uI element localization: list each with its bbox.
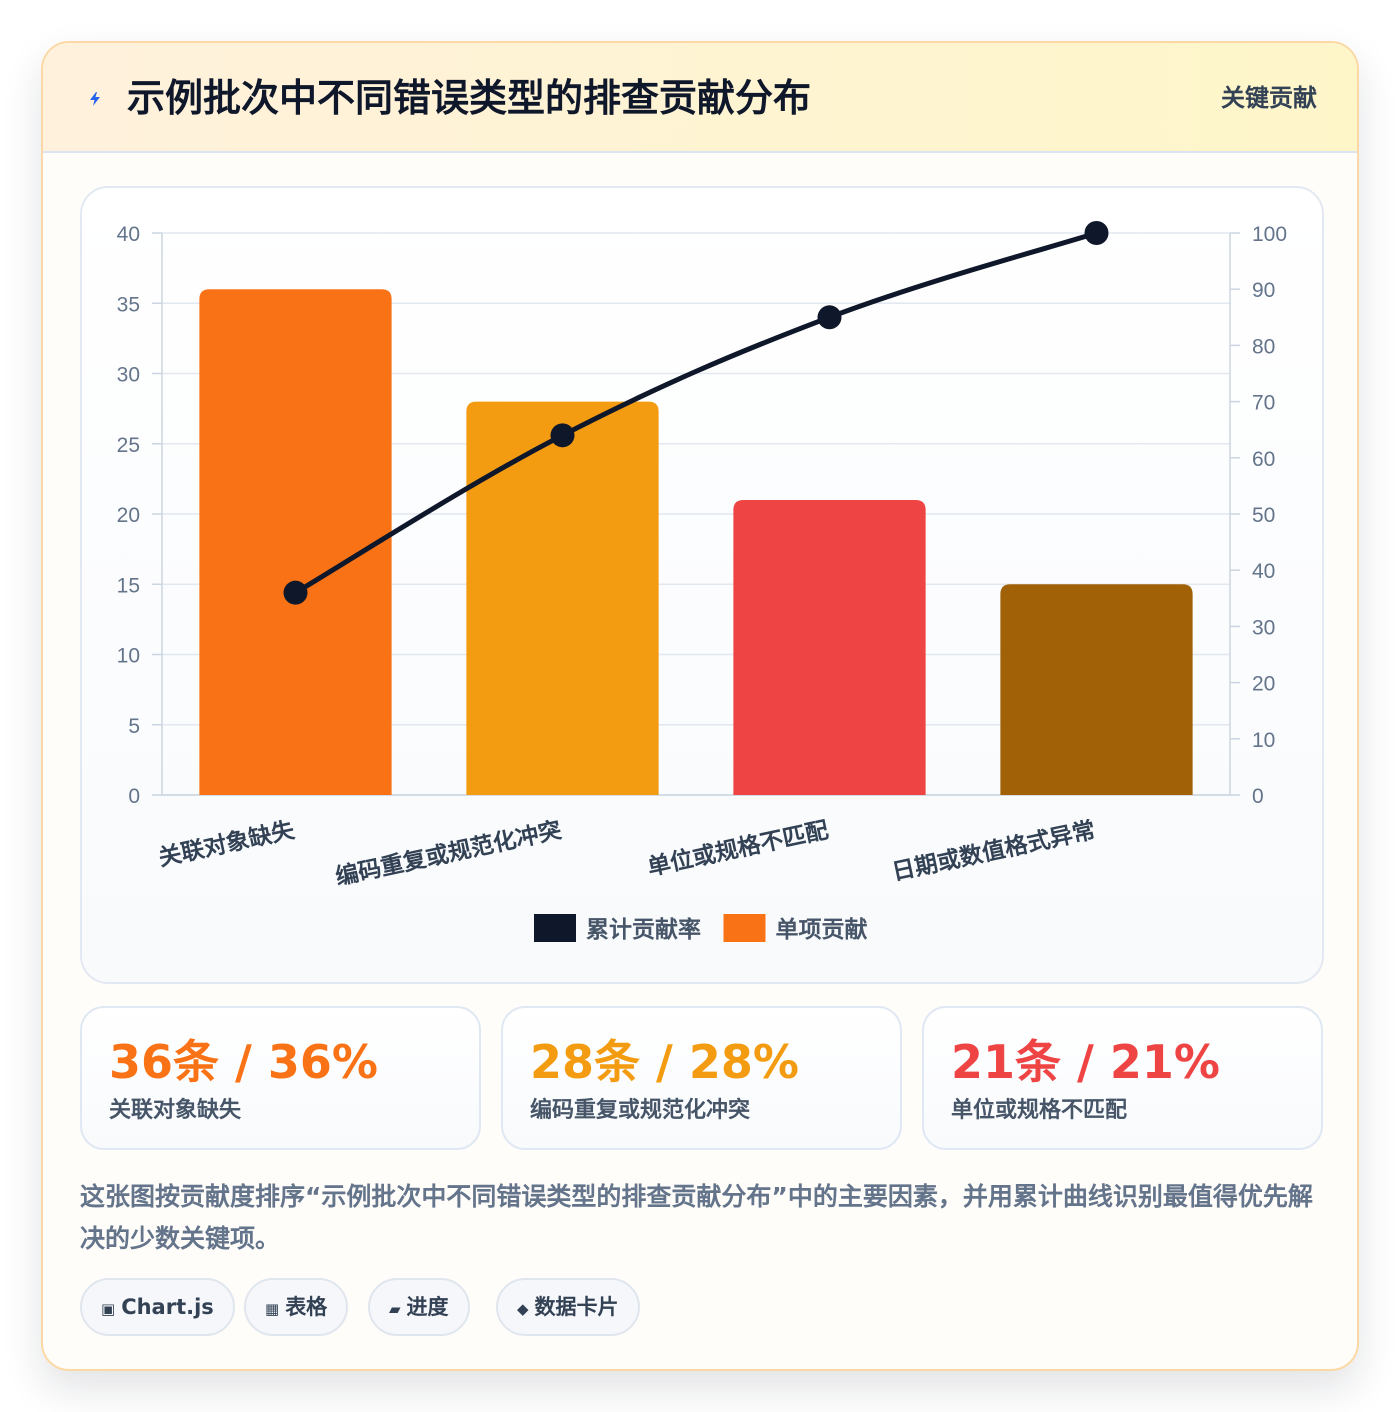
chart-description: 这张图按贡献度排序“示例批次中不同错误类型的排查贡献分布”中的主要因素，并用累计…: [80, 1182, 1313, 1253]
stat-card-3: 21条 / 21% 单位或规格不匹配: [922, 1006, 1323, 1150]
y-left-tick-label: 15: [117, 574, 140, 597]
page-title: 示例批次中不同错误类型的排查贡献分布: [127, 76, 812, 120]
y-right-tick-label: 60: [1252, 448, 1275, 471]
y-right-tick-label: 0: [1252, 785, 1264, 808]
table-icon: ▦: [265, 1300, 280, 1318]
stat-label: 编码重复或规范化冲突: [530, 1098, 751, 1123]
stat-value: 21条 / 21%: [951, 1035, 1220, 1089]
legend-swatch-1: [534, 914, 576, 942]
chart-panel: 0 5 10 15 20 25 30 35 40 0 10 20 30 40 50 60 70 80 90 100 关联…: [80, 186, 1324, 984]
cumulative-point-1: [283, 580, 308, 605]
legend-label: 单项贡献: [776, 917, 868, 943]
chip-label: Chart.js: [121, 1295, 214, 1319]
legend-swatch-2: [723, 914, 766, 942]
stat-label: 单位或规格不匹配: [951, 1098, 1128, 1123]
legend-label: 累计贡献率: [586, 916, 701, 943]
diamond-icon: ◆: [517, 1300, 529, 1318]
y-right-tick-label: 20: [1252, 673, 1275, 696]
chip-table[interactable]: ▦ 表格: [244, 1278, 349, 1336]
y-left-tick-label: 35: [117, 293, 140, 316]
x-tick-label: 日期或数值格式异常: [890, 816, 1098, 885]
bar-2: [466, 401, 659, 795]
stat-cards: 36条 / 36% 关联对象缺失 28条 / 28% 编码重复或规范化冲突 21…: [80, 1006, 1324, 1150]
y-left-tick-label: 10: [117, 645, 140, 668]
y-right-tick-label: 30: [1252, 616, 1275, 639]
y-left-tick-label: 30: [117, 364, 140, 387]
progress-icon: ▰: [389, 1300, 401, 1318]
y-left-tick-label: 20: [117, 504, 140, 527]
stat-card-2: 28条 / 28% 编码重复或规范化冲突: [501, 1006, 902, 1150]
lightning-bolt-icon: [85, 89, 105, 109]
y-left-tick-label: 25: [117, 434, 140, 457]
cumulative-point-3: [817, 305, 842, 330]
y-right-tick-label: 70: [1252, 392, 1275, 415]
y-right-tick-label: 10: [1252, 729, 1275, 752]
cumulative-point-2: [550, 423, 575, 448]
y-right-tick-label: 90: [1252, 279, 1275, 302]
x-tick-label: 关联对象缺失: [156, 816, 298, 871]
stat-value: 36条 / 36%: [109, 1035, 378, 1089]
y-left-tick-label: 0: [128, 785, 140, 808]
stat-label: 关联对象缺失: [109, 1098, 242, 1123]
header-tag: 关键贡献: [1221, 84, 1317, 112]
chip-data-card[interactable]: ◆ 数据卡片: [496, 1278, 640, 1336]
y-right-tick-label: 40: [1252, 560, 1275, 583]
chip-label: 表格: [285, 1295, 328, 1319]
chip-label: 进度: [406, 1295, 449, 1319]
y-left-tick-label: 5: [128, 715, 140, 738]
chart-icon: ▣: [101, 1300, 116, 1318]
chip-chartjs[interactable]: ▣ Chart.js: [80, 1278, 235, 1336]
chip-progress[interactable]: ▰ 进度: [368, 1278, 470, 1336]
chart-card: 示例批次中不同错误类型的排查贡献分布 关键贡献 0 5 10 15 20 25 30 35 40…: [41, 41, 1359, 1371]
bar-4: [1000, 584, 1193, 795]
stat-card-1: 36条 / 36% 关联对象缺失: [80, 1006, 481, 1150]
card-header: 示例批次中不同错误类型的排查贡献分布 关键贡献: [43, 43, 1357, 153]
y-left-tick-label: 40: [117, 223, 140, 246]
y-right-tick-label: 100: [1252, 223, 1287, 246]
chip-label: 数据卡片: [534, 1295, 619, 1319]
x-tick-label: 编码重复或规范化冲突: [333, 816, 564, 890]
cumulative-point-4: [1084, 221, 1109, 245]
y-right-tick-label: 80: [1252, 335, 1275, 358]
pareto-chart: 0 5 10 15 20 25 30 35 40 0 10 20 30 40 50 60 70 80 90 100 关联…: [117, 221, 1287, 943]
x-tick-label: 单位或规格不匹配: [645, 816, 831, 881]
y-right-tick-label: 50: [1252, 504, 1275, 527]
bar-3: [733, 499, 926, 795]
stat-value: 28条 / 28%: [530, 1035, 799, 1089]
bar-1: [199, 289, 392, 795]
cumulative-line: [293, 230, 1099, 596]
